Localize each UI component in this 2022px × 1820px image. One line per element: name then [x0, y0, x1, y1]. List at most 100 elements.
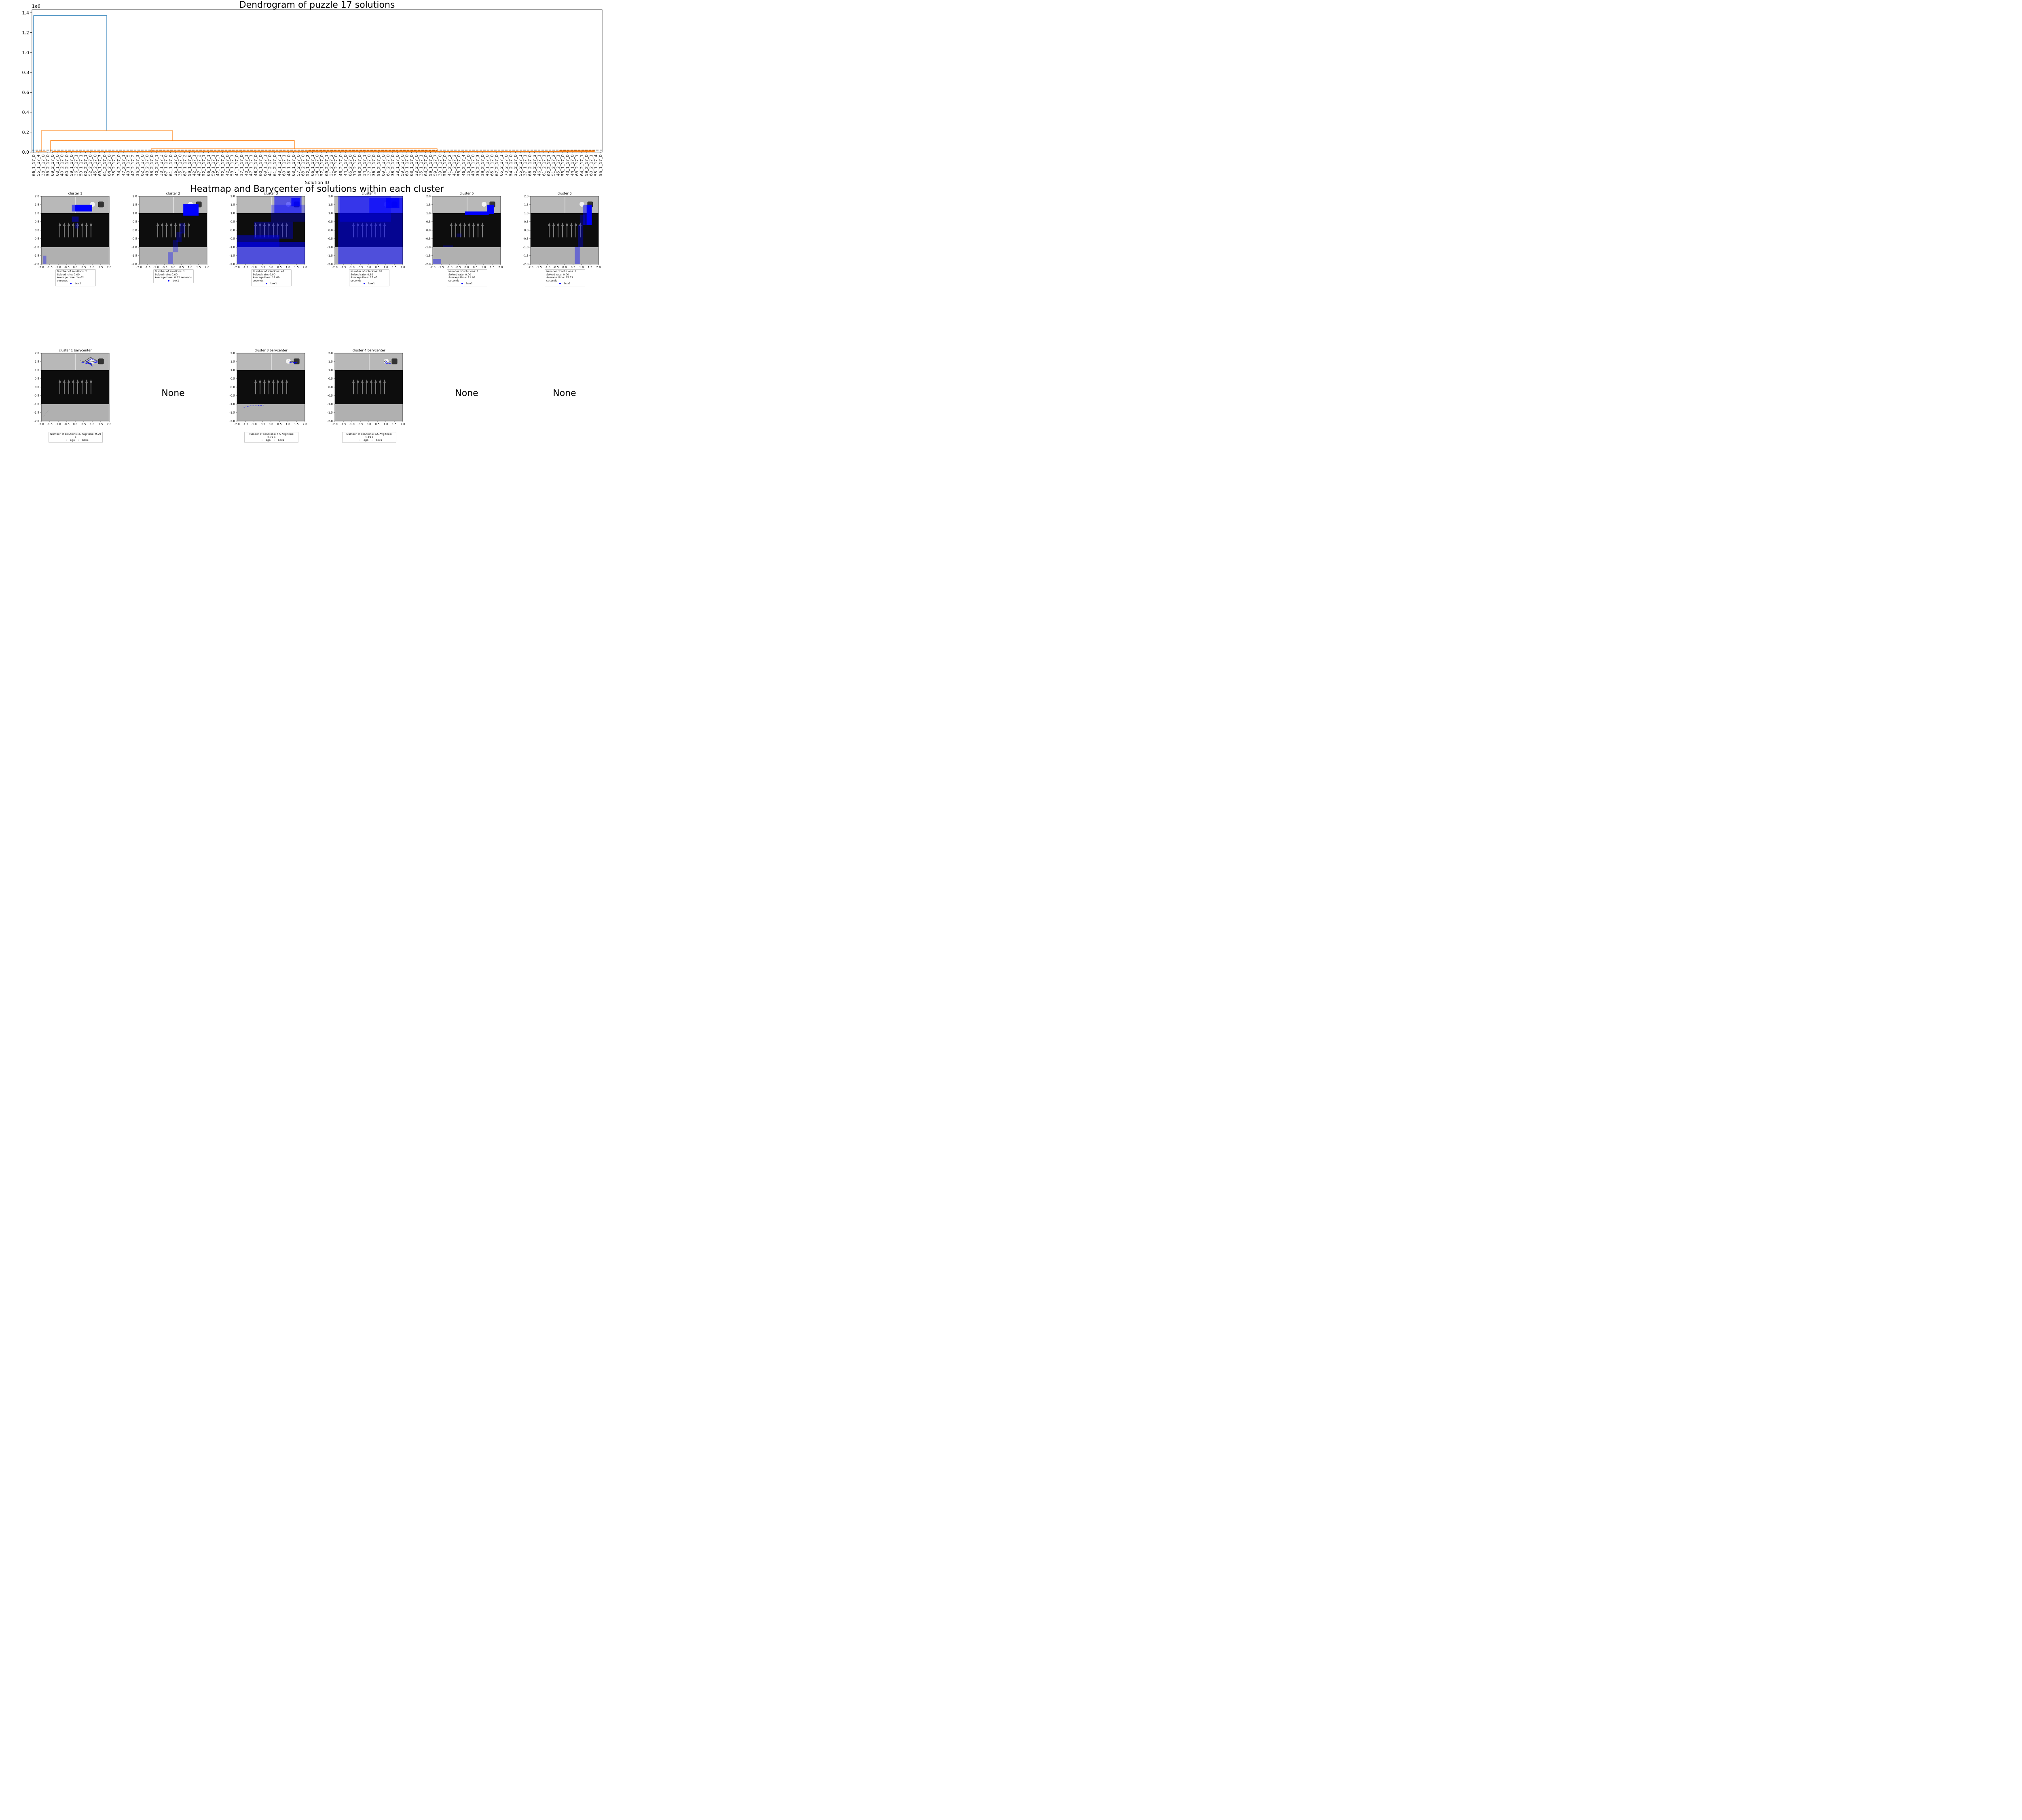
leaf-label: 34_1_17_1: [362, 154, 367, 176]
heatmap-legend: Number of solutions: 2 Solved rate: 0.00 A…: [55, 269, 96, 286]
leaf-label: 59_2_17_0: [584, 154, 589, 176]
y-tick-label: 0.5: [133, 220, 137, 224]
arrow-head: [179, 222, 181, 226]
leaf-label: 36_1_17_0: [173, 154, 178, 176]
leaf-label: 38_2_17_0: [334, 154, 338, 176]
leaf-label: 65_1_17_0: [490, 154, 495, 176]
wall-divider: [173, 197, 174, 213]
arrow-shaft: [73, 382, 74, 394]
x-tick-label: 1.0: [579, 266, 584, 269]
lower-region: [531, 247, 599, 264]
leaf-label: 36_1_17_0: [372, 154, 376, 176]
arrow-shaft: [362, 382, 363, 394]
y-tick-label: 1.5: [35, 203, 39, 207]
legend-label: ego: [266, 438, 271, 442]
y-tick-label: 2.0: [231, 195, 235, 198]
y-tick-label: 2.0: [35, 195, 39, 198]
arrow-shaft: [353, 382, 354, 394]
dendrogram-link-low: [566, 151, 589, 152]
heat-cell: [433, 259, 441, 264]
arrow-shaft: [64, 382, 65, 394]
heat-cell: [578, 225, 584, 247]
legend-label: box1: [278, 438, 284, 442]
heat-cell: [237, 235, 279, 247]
x-tick-label: -2.0: [234, 423, 240, 426]
legend-avg-time: Average time: 14.62 seconds: [57, 276, 84, 282]
leaf-label: 43_1_17_0: [471, 154, 476, 176]
arrow-shaft: [460, 225, 461, 237]
heatmap-panel: 2.01.51.00.50.0-0.5-1.0-1.5-2.0-2.0 -1.5-…: [229, 195, 307, 269]
arrow-head: [59, 379, 61, 383]
leaf-label: 70_2_17_0: [504, 154, 509, 176]
y-tick-label: -1.0: [131, 246, 137, 249]
y-tick-label: -1.0: [523, 246, 529, 249]
leaf-label: 39_2_17_0: [480, 154, 485, 176]
leaf-label: 45_2_17_1: [556, 154, 560, 176]
arrow-shaft: [86, 382, 87, 394]
box-trajectory: [81, 358, 99, 367]
arrow-head: [561, 222, 564, 226]
x-tick-label: -2.0: [430, 266, 436, 269]
x-axis-label: Solution ID: [305, 180, 329, 185]
leaf-label: 40_2_17_0: [60, 154, 65, 176]
arrow-head: [85, 379, 88, 383]
leaf-label: 60_1_17_0: [405, 154, 409, 176]
leaf-label: 62_2_17_1: [547, 154, 551, 176]
leaf-label: 69_1_17_0: [381, 154, 386, 176]
x-tick-label: -0.5: [455, 266, 461, 269]
x-tick-label: 1.0: [286, 266, 290, 269]
dendrogram-link-3: [50, 140, 295, 152]
leaf-label: 60_2_17_0: [65, 154, 69, 176]
arrow-shaft: [366, 382, 367, 394]
arrow-shaft: [277, 225, 278, 237]
y-tick-label: -0.5: [229, 237, 235, 241]
leaf-label: 59_1_17_0: [429, 154, 433, 176]
leaf-label: 41_2_17_2: [452, 154, 457, 176]
leaf-label: 59_1_17_7: [434, 154, 438, 176]
leaf-label: 46_2_17_0: [339, 154, 343, 176]
leaf-label: 36_2_17_1: [74, 154, 79, 176]
y-tick-label: 2.0: [133, 195, 137, 198]
arrow-head: [90, 222, 92, 226]
y-tick-label: 1.0: [328, 212, 333, 215]
y-tick-label: 0.0: [328, 386, 333, 389]
x-tick-label: 0.5: [571, 266, 575, 269]
leaf-label: 47_1_17_1: [249, 154, 254, 176]
y-tick-label: -1.0: [34, 403, 39, 406]
arrow-shaft: [73, 225, 74, 237]
arrow-shaft: [571, 225, 572, 237]
arrow-shaft: [286, 382, 287, 394]
leaf-label: 43_2_17_0: [145, 154, 150, 176]
x-tick-label: 0.0: [464, 266, 469, 269]
arrow-head: [254, 222, 257, 226]
arrow-head: [263, 222, 266, 226]
x-tick-label: -1.5: [341, 423, 346, 426]
heat-cell: [586, 205, 592, 225]
y-tick-label: 1.5: [231, 203, 235, 207]
ego-trajectory: [288, 360, 297, 363]
y-tick-label: 1.0: [231, 369, 235, 372]
heat-cell: [72, 205, 75, 212]
arrow-head: [188, 222, 190, 226]
y-tick-label: 0.0: [22, 150, 30, 155]
arrow-head: [570, 222, 573, 226]
heat-cell: [583, 205, 587, 225]
leaf-label: 36_1_17_0: [466, 154, 471, 176]
y-tick-label: -2.0: [327, 420, 333, 423]
arrow-head: [272, 222, 275, 226]
y-tick-label: -0.5: [523, 237, 529, 241]
y-scale-label: 1e6: [32, 4, 40, 9]
x-tick-label: -2.0: [234, 266, 240, 269]
leaf-label: 67_1_17_0: [164, 154, 169, 176]
x-tick-label: 0.5: [179, 266, 184, 269]
leaf-label: 46_2_17_1: [537, 154, 542, 176]
dendrogram-link-2: [41, 130, 173, 152]
x-tick-label: 1.0: [481, 266, 486, 269]
x-tick-label: 0.0: [269, 266, 273, 269]
x-tick-label: 2.0: [498, 266, 503, 269]
leaf-label: 46_2_17_4: [462, 154, 466, 176]
arrow-head: [361, 379, 364, 383]
arrow-shaft: [77, 225, 78, 237]
y-tick-label: 2.0: [426, 195, 431, 198]
heatmap-panel: 2.01.51.00.50.0-0.5-1.0-1.5-2.0-2.0 -1.5-…: [523, 195, 601, 269]
